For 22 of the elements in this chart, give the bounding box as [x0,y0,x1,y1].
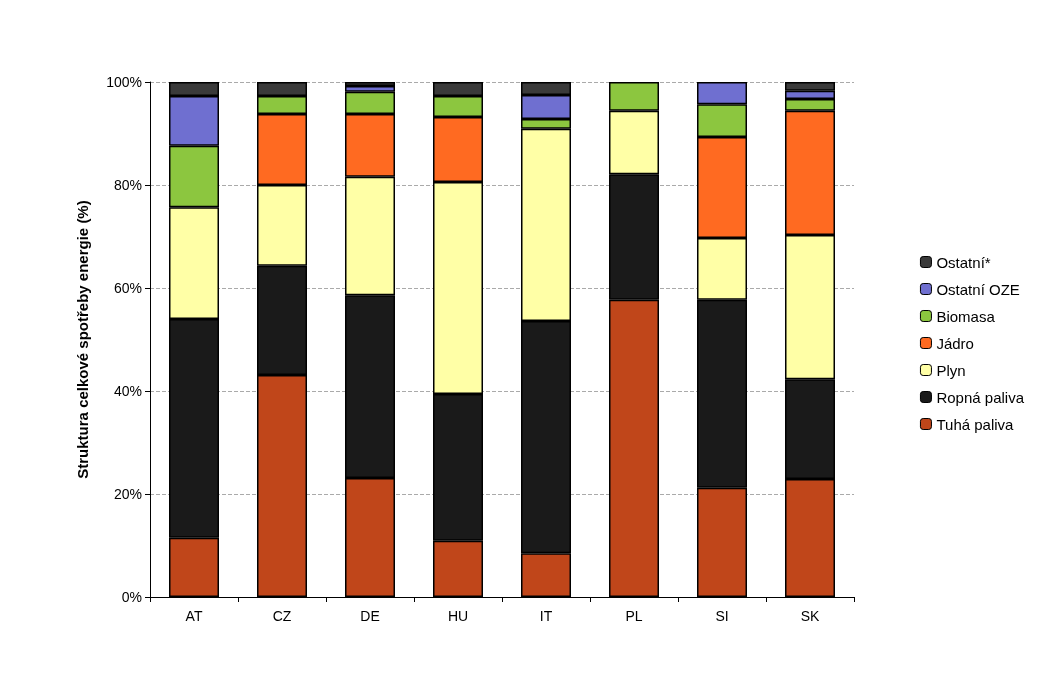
y-tick-label: 60% [113,280,142,296]
x-tick-label: IT [539,608,553,624]
legend-label: Biomasa [936,307,996,325]
legend-label: Ostatní OZE [936,280,1020,298]
y-tick-label: 80% [113,177,142,193]
legend-label: Plyn [936,361,966,379]
x-tick-label: DE [360,608,380,624]
y-axis-title: Struktura celkové spotřeby energie (%) [74,200,91,479]
legend-label: Ostatní* [936,253,991,271]
y-tick-label: 100% [106,74,142,90]
x-tick-label: SK [800,608,820,624]
x-tick-label: AT [185,608,203,624]
x-tick-label: HU [447,608,469,624]
y-tick-label: 20% [113,486,142,502]
legend-label: Jádro [936,334,974,352]
x-tick-label: PL [625,608,643,624]
y-tick-label: 40% [113,383,142,399]
x-tick-label: SI [715,608,729,624]
legend-label: Ropná paliva [936,388,1025,406]
x-tick-label: CZ [272,608,292,624]
y-tick-label: 0% [121,589,142,605]
legend-label: Tuhá paliva [936,415,1015,433]
